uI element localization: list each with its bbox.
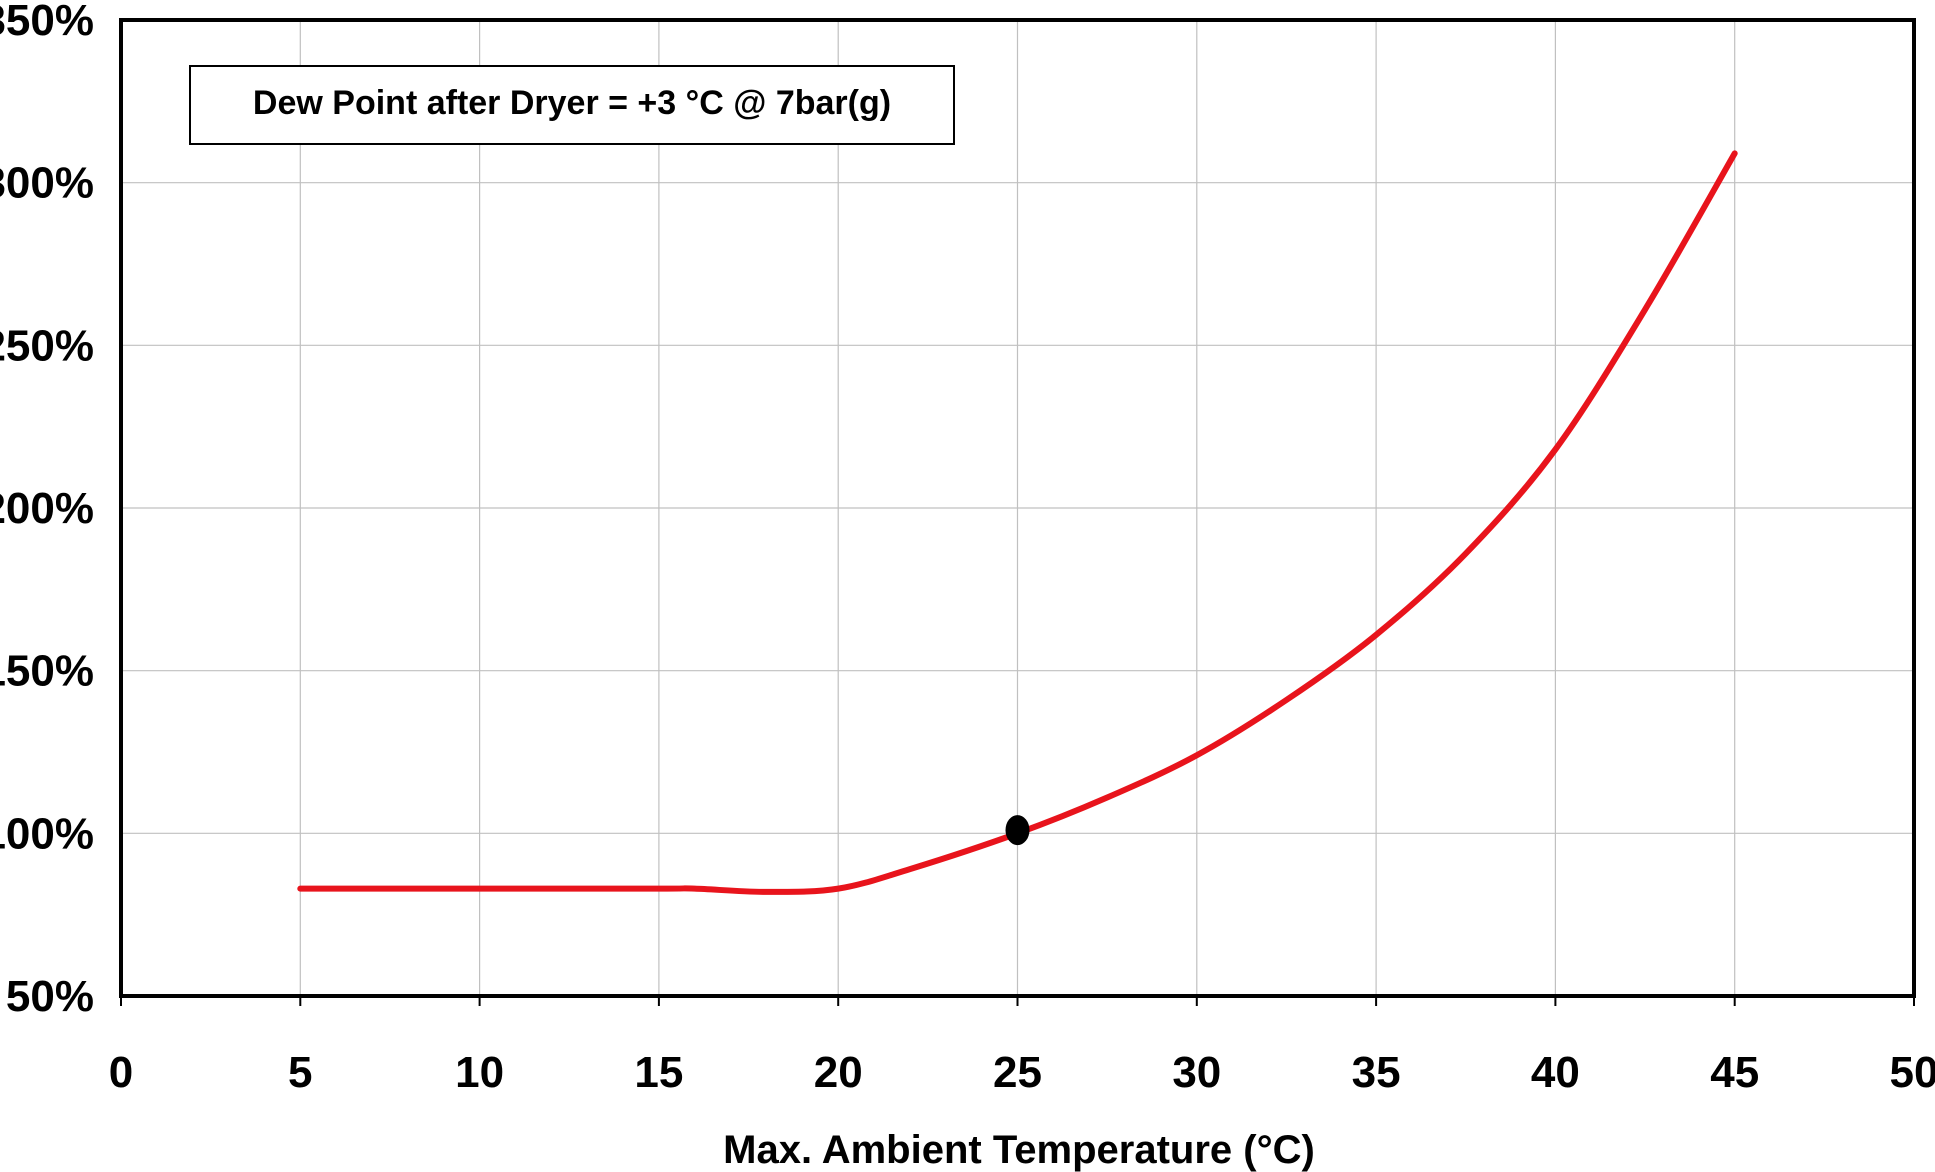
plot-area-frame	[119, 18, 1916, 998]
annotation-box-border	[189, 65, 955, 145]
x-tick-label: 20	[814, 1048, 863, 1097]
annotation-box: Dew Point after Dryer = +3 °C @ 7bar(g)	[189, 65, 955, 145]
y-tick-label: 250%	[0, 321, 94, 370]
x-tick-label: 50	[1890, 1048, 1935, 1097]
gridlines	[120, 20, 1915, 1006]
x-tick-label: 10	[455, 1048, 504, 1097]
y-tick-label: 50%	[6, 972, 94, 1021]
series-line	[297, 150, 1738, 895]
y-axis-tick-labels: 50% 100% 150% 200% 250% 300% 350%	[0, 0, 94, 1021]
x-tick-label: 35	[1352, 1048, 1401, 1097]
annotation-text: Dew Point after Dryer = +3 °C @ 7bar(g)	[253, 84, 891, 122]
x-tick-label: 25	[993, 1048, 1042, 1097]
x-axis-tick-labels: 0 5 10 15 20 25 30 35 40 45 50	[109, 1048, 1935, 1097]
y-tick-label: 200%	[0, 484, 94, 533]
y-tick-label: 100%	[0, 809, 94, 858]
reference-point-marker	[1005, 815, 1030, 846]
x-tick-label: 45	[1710, 1048, 1759, 1097]
x-tick-label: 30	[1172, 1048, 1221, 1097]
x-axis-title: Max. Ambient Temperature (°C)	[723, 1128, 1315, 1172]
series-layer	[297, 150, 1738, 895]
x-tick-label: 0	[109, 1048, 133, 1097]
x-tick-label: 5	[288, 1048, 312, 1097]
x-tick-label: 40	[1531, 1048, 1580, 1097]
x-tick-label: 15	[634, 1048, 683, 1097]
y-tick-label: 350%	[0, 0, 94, 45]
y-tick-label: 150%	[0, 647, 94, 696]
y-tick-label: 300%	[0, 159, 94, 208]
